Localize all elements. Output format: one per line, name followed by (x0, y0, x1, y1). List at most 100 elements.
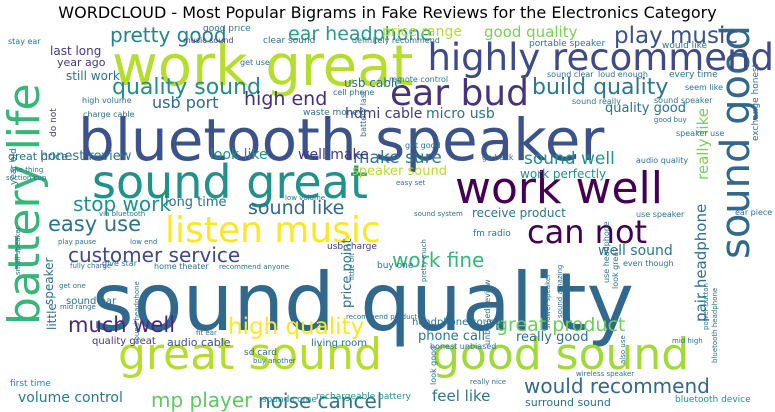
cloud-word: use headphone (602, 221, 611, 283)
cloud-word: get use (240, 58, 270, 67)
cloud-word: quality good (605, 101, 687, 116)
cloud-word: customer service (68, 243, 241, 267)
cloud-word: fm radio (473, 229, 511, 239)
cloud-word: last long (50, 44, 102, 58)
cloud-word: sound bar (66, 296, 117, 307)
cloud-word: unbiased review (483, 279, 492, 345)
cloud-word: look good (429, 345, 438, 385)
cloud-word: sound headphone (133, 281, 141, 344)
cloud-word: easy use (48, 212, 142, 236)
cloud-word: via bluetooth (99, 210, 146, 218)
cloud-word: first time (10, 379, 51, 389)
cloud-word: sound quality (92, 256, 634, 349)
cloud-word: surround sound (525, 396, 611, 409)
cloud-word: usb port (152, 93, 219, 112)
cloud-word: little bit (348, 253, 356, 280)
cloud-word: really good (516, 330, 589, 345)
cloud-word: quality sound (112, 75, 262, 100)
chart-title: WORDCLOUD - Most Popular Bigrams in Fake… (58, 3, 717, 22)
cloud-word: really like (694, 108, 712, 180)
cloud-word: sd card (244, 348, 277, 358)
cloud-word: bluetooth speaker (78, 106, 605, 174)
cloud-word: good buy (654, 116, 687, 124)
cloud-word: also use (619, 335, 627, 364)
cloud-word: honest unbiased (430, 342, 497, 351)
cloud-word: even though (623, 259, 674, 268)
cloud-word: use speaker (636, 210, 685, 219)
cloud-word: easy set (396, 179, 426, 187)
word-cloud: sound quality bluetooth speaker work great… (0, 25, 775, 412)
cloud-word: play music (614, 25, 739, 49)
cloud-word: shower speaker (544, 273, 552, 329)
cloud-word: mp player (151, 388, 253, 412)
cloud-word: great sound (118, 329, 382, 380)
cloud-word: noise cancel (258, 389, 383, 412)
cloud-word: speaker sound (352, 164, 447, 179)
cloud-word: sound clear (547, 70, 594, 79)
cloud-word: can not (527, 213, 648, 251)
cloud-word: highly recommend (427, 36, 774, 79)
cloud-word: rechargeable battery (316, 392, 411, 402)
cloud-word: price range (382, 25, 463, 40)
cloud-word: remote control (389, 75, 449, 84)
cloud-word: pretty good (110, 25, 227, 47)
cloud-word: really nice (470, 378, 507, 386)
cloud-word: do not (49, 108, 59, 137)
cloud-word: phone call (418, 329, 486, 344)
cloud-word: usb cable (344, 76, 402, 90)
cloud-word: home theater (154, 262, 209, 271)
cloud-word: year ago (57, 56, 106, 69)
cloud-word: headphone sound (412, 317, 502, 328)
cloud-word: definitely recommend (352, 36, 440, 45)
cloud-word: buy one (377, 261, 414, 271)
cloud-word: honest review (40, 149, 132, 164)
cloud-word: seem like (685, 83, 724, 92)
cloud-word: buy another (253, 357, 296, 365)
cloud-word: small speaker (14, 226, 22, 275)
cloud-word: every time (669, 70, 718, 80)
cloud-word: well make (298, 147, 369, 163)
cloud-word: stop work (73, 192, 171, 216)
cloud-word: look like (210, 147, 268, 163)
cloud-word: play pause (58, 238, 97, 246)
cloud-word: portable speaker (529, 39, 606, 49)
cloud-word: good quality (484, 25, 578, 41)
cloud-word: build quality (532, 75, 669, 100)
cloud-word: well sound (598, 243, 673, 259)
cloud-word: sound great (92, 155, 368, 209)
cloud-word: look great (611, 248, 620, 289)
cloud-word: bluetooth device (675, 395, 751, 405)
cloud-word: low end (130, 238, 158, 246)
cloud-word: mid high (672, 337, 703, 345)
cloud-word: wireless speaker (576, 370, 635, 378)
cloud-word: recommend anyone (219, 263, 290, 271)
cloud-word: give star (102, 259, 137, 268)
cloud-word: work perfectly (520, 167, 607, 181)
cloud-word: ear bud (390, 73, 529, 114)
cloud-word: get one (59, 282, 86, 290)
cloud-word: sound really (572, 97, 621, 106)
cloud-word: audio quality (636, 156, 689, 165)
cloud-word: high end (244, 88, 328, 110)
cloud-word: sound come (262, 395, 317, 405)
cloud-word: great product (496, 314, 626, 336)
cloud-word: living room (311, 338, 367, 349)
cloud-word: micro usb (426, 106, 495, 122)
cloud-word: high quality (228, 314, 365, 340)
cloud-word: feel like (432, 387, 491, 405)
cloud-word: make sure (353, 148, 442, 168)
cloud-word: still work (66, 69, 120, 83)
cloud-word: battery life (0, 83, 50, 325)
cloud-word: volume control (18, 390, 123, 406)
cloud-word: mid range (60, 303, 96, 311)
cloud-word: much well (68, 313, 176, 337)
cloud-word: long time (165, 195, 227, 210)
cloud-word: ear headphone (288, 25, 433, 45)
cloud-word: good sound (432, 329, 690, 380)
cloud-word: waste money (303, 108, 364, 118)
cloud-word: sound amazing (556, 264, 564, 318)
cloud-word: work well (455, 163, 663, 214)
cloud-word: audio cable (167, 336, 231, 349)
cloud-word: low volume (285, 194, 326, 202)
cloud-word: one thing (10, 166, 44, 174)
